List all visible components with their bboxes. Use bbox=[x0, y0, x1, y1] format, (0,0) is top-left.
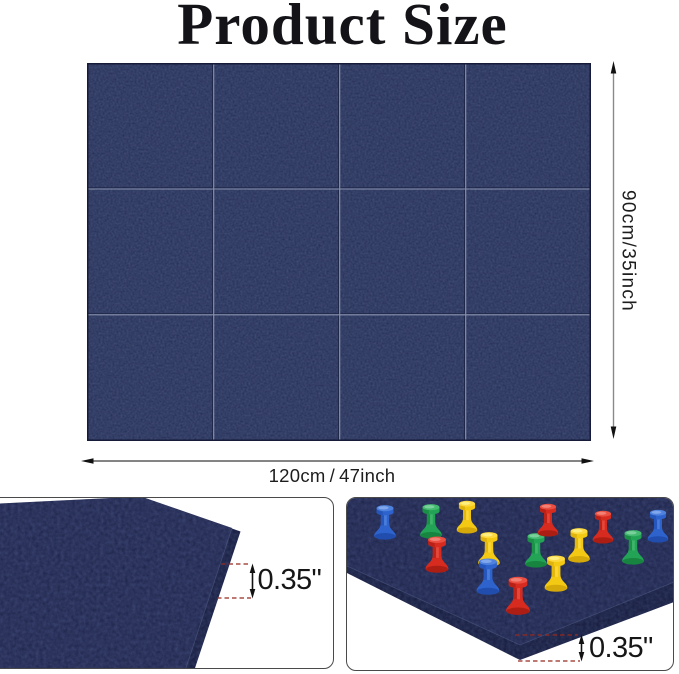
svg-text:0.35": 0.35" bbox=[258, 564, 322, 596]
svg-text:0.35": 0.35" bbox=[589, 632, 653, 664]
